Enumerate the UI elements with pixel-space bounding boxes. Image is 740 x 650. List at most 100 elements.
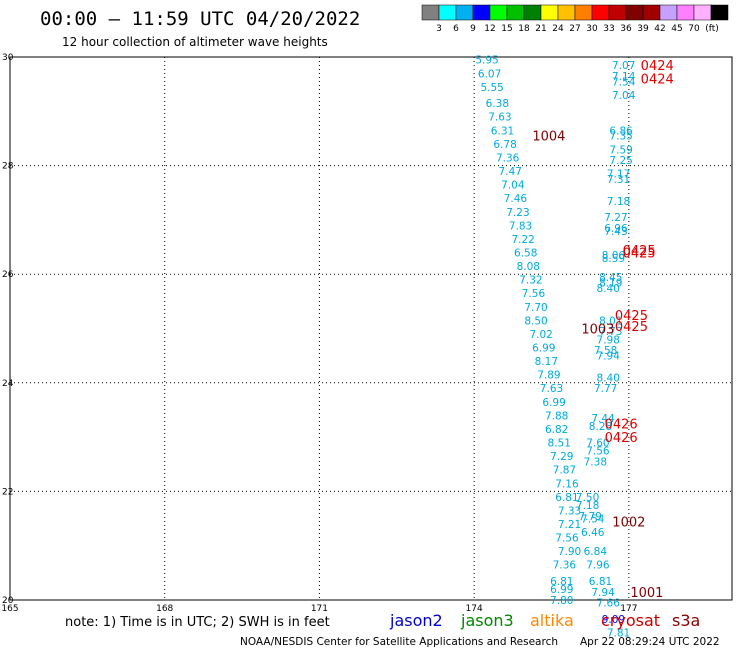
wave-height-value: 7.98	[597, 334, 620, 346]
wave-height-value: 7.70	[524, 302, 547, 314]
wave-height-value: 6.99	[542, 397, 565, 409]
wave-height-value: 7.89	[537, 370, 560, 382]
wave-height-value: 6.31	[491, 125, 514, 137]
colorbar-swatch	[659, 4, 678, 21]
colorbar-swatch	[540, 4, 559, 21]
wave-height-value: 7.18	[576, 500, 599, 512]
wave-height-value: 9.09	[602, 614, 625, 626]
colorbar-swatch	[710, 4, 729, 21]
wave-height-value: 7.81	[607, 628, 630, 640]
colorbar-label: 70	[688, 24, 700, 34]
x-tick-label: 177	[620, 604, 637, 614]
colorbar-swatch	[693, 4, 712, 21]
wave-height-value: 7.14	[612, 71, 636, 83]
chart-title: 00:00 – 11:59 UTC 04/20/2022	[40, 8, 360, 30]
chart-subtitle: 12 hour collection of altimeter wave hei…	[62, 35, 328, 49]
wave-height-value: 7.31	[607, 174, 630, 186]
colorbar-swatch	[523, 4, 542, 21]
wave-height-value: 8.59	[602, 253, 625, 265]
wave-height-value: 7.23	[506, 207, 529, 219]
wave-height-value: 6.78	[493, 139, 516, 151]
x-tick-label: 165	[1, 604, 18, 614]
wave-height-value: 7.90	[558, 546, 581, 558]
y-axis-ticks: 20 22 24 26 28 30	[2, 53, 14, 606]
y-tick-label: 24	[2, 379, 14, 389]
pass-time-label: 0425	[623, 244, 656, 259]
wave-height-value: 7.18	[607, 196, 630, 208]
wave-height-value: 6.46	[581, 527, 605, 539]
colorbar-label: 12	[484, 24, 495, 34]
x-tick-label: 174	[466, 604, 483, 614]
wave-height-value: 7.36	[553, 560, 577, 572]
wave-height-value: 8.19	[599, 277, 622, 289]
wave-height-value: 6.96	[604, 223, 628, 235]
wave-height-value: 7.96	[586, 560, 610, 572]
wave-height-value: 8.45	[599, 272, 622, 284]
pass-time-label: 0424	[641, 73, 674, 88]
wave-height-value: 7.16	[555, 478, 579, 490]
pass-time-label: 1003	[581, 323, 614, 338]
wave-height-value: 7.07	[612, 60, 635, 72]
wave-height-value: 8.28	[589, 421, 612, 433]
wave-height-value: 5.55	[480, 82, 503, 94]
colorbar-label: 27	[569, 24, 580, 34]
y-tick-label: 20	[2, 596, 14, 606]
colorbar-label: 9	[470, 24, 476, 34]
pass-time-label: 0425	[615, 320, 648, 335]
wave-height-value: 8.51	[548, 438, 571, 450]
wave-height-value: 7.87	[553, 465, 576, 477]
wave-height-value: 7.32	[519, 275, 542, 287]
colorbar-label: 6	[453, 24, 459, 34]
footer-credit: NOAA/NESDIS Center for Satellite Applica…	[240, 636, 558, 648]
wave-height-value: 6.84	[584, 546, 608, 558]
pass-time-label: 0425	[615, 309, 648, 324]
wave-height-value: 7.54	[581, 514, 605, 526]
wave-height-value: 7.04	[612, 90, 636, 102]
wave-height-value: 6.82	[545, 424, 568, 436]
pass-time-label: 0425	[623, 246, 656, 261]
wave-height-value: 8.06	[602, 250, 626, 262]
wave-height-value: 7.63	[488, 112, 511, 124]
wave-height-value: 8.17	[535, 356, 558, 368]
wave-height-value: 7.94	[591, 587, 615, 599]
wave-height-value: 6.38	[486, 98, 509, 110]
wave-height-value: 7.33	[558, 505, 581, 517]
wave-height-value: 7.44	[591, 413, 615, 425]
wave-height-value: 8.40	[597, 372, 620, 384]
colorbar-label: 18	[518, 24, 530, 34]
y-tick-label: 22	[2, 487, 13, 497]
mission-label: jason3	[460, 611, 514, 630]
wave-height-value: 7.17	[607, 169, 630, 181]
wave-height-value: 7.58	[594, 345, 617, 357]
footer-timestamp: Apr 22 08:29:24 UTC 2022	[580, 636, 720, 648]
colorbar-swatch	[625, 4, 644, 21]
pass-time-labels: 1004042404240425042510030425042504260426…	[532, 59, 673, 601]
colorbar-swatch	[676, 4, 695, 21]
colorbar-label: 24	[552, 24, 564, 34]
colorbar-label: 42	[654, 24, 665, 34]
wave-height-value: 8.01	[599, 315, 622, 327]
colorbar-swatch	[591, 4, 610, 21]
colorbar-swatch	[421, 4, 440, 21]
wave-height-value: 6.81	[550, 576, 573, 588]
wave-height-value: 7.36	[496, 152, 520, 164]
wave-height-value: 5.95	[475, 55, 498, 67]
mission-label: cryosat	[601, 611, 660, 630]
mission-label: altika	[530, 611, 574, 630]
pass-time-label: 0424	[641, 59, 674, 74]
wave-height-value: 7.73	[599, 326, 622, 338]
wave-height-value: 7.63	[540, 383, 563, 395]
plot-area	[9, 56, 733, 601]
plot-border	[9, 56, 733, 601]
wave-height-value: 7.66	[597, 598, 621, 610]
colorbar-swatch	[642, 4, 661, 21]
wave-height-value: 7.56	[522, 288, 546, 300]
wave-height-value: 7.38	[584, 457, 607, 469]
colorbar-legend: 3 6 9 12 15 18 21 24 27 30 33 36 39 42 45 70 (ft)	[421, 4, 729, 34]
wave-height-value: 7.47	[499, 166, 522, 178]
colorbar-swatch	[489, 4, 508, 21]
wave-height-value: 7.56	[555, 533, 579, 545]
x-axis-ticks: 165 168 171 174 177	[1, 604, 637, 614]
wave-height-value: 7.25	[609, 155, 632, 167]
